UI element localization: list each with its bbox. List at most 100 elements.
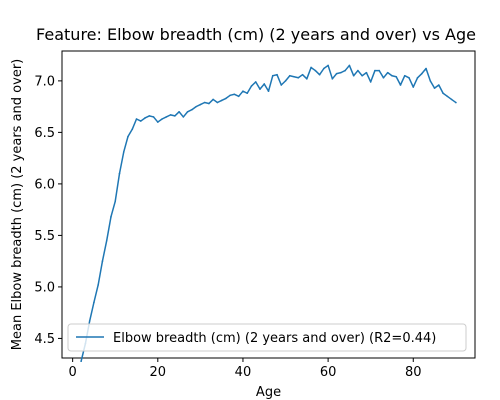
data-point	[429, 80, 432, 82]
data-point	[220, 99, 223, 102]
series-group	[80, 64, 457, 362]
data-point	[335, 72, 338, 75]
y-axis: 4.5 5.0 5.5 6.0 6.5 7.0	[34, 74, 62, 347]
data-point	[195, 105, 197, 108]
data-point	[386, 71, 389, 74]
data-point	[416, 76, 419, 79]
data-point	[152, 116, 155, 118]
data-point	[165, 116, 168, 118]
x-tick-label: 40	[235, 365, 252, 380]
data-point	[267, 90, 270, 92]
data-point	[306, 78, 308, 80]
data-point	[442, 92, 444, 95]
data-point	[271, 74, 274, 77]
data-point	[105, 239, 108, 242]
data-point	[101, 260, 104, 262]
data-point	[186, 110, 189, 113]
plot-area: 0 20 40 60 80 4.5 5.0 5.5 6.0 6.5 7.0	[34, 50, 476, 380]
data-point	[135, 118, 138, 120]
data-point	[191, 108, 193, 111]
data-point	[114, 200, 117, 203]
data-point	[122, 151, 125, 153]
data-point	[178, 110, 180, 113]
x-tick-label: 60	[320, 365, 337, 380]
data-point	[148, 115, 151, 117]
x-axis-label: Age	[256, 385, 281, 400]
data-point	[301, 73, 304, 76]
data-point	[331, 78, 334, 80]
y-axis-label: Mean Elbow breadth (cm) (2 years and ove…	[10, 59, 25, 350]
data-point	[438, 84, 440, 86]
data-point	[259, 88, 261, 90]
data-point	[263, 83, 266, 85]
data-point	[161, 118, 163, 120]
data-point	[357, 69, 359, 72]
x-tick-label: 0	[69, 365, 77, 380]
data-point	[208, 102, 210, 105]
data-point	[420, 72, 423, 75]
data-point	[110, 216, 112, 218]
data-point	[288, 74, 291, 77]
data-point	[446, 95, 449, 98]
data-point	[374, 69, 376, 72]
data-point	[174, 115, 176, 117]
data-point	[127, 135, 129, 138]
data-point	[399, 84, 402, 86]
y-tick-label: 7.0	[34, 74, 55, 89]
legend-label: Elbow breadth (cm) (2 years and over) (R…	[113, 331, 436, 346]
data-point	[131, 128, 134, 131]
data-point	[403, 74, 406, 77]
y-tick-label: 5.5	[34, 229, 55, 244]
data-point	[237, 95, 240, 98]
data-point	[365, 71, 368, 74]
data-point	[212, 98, 214, 101]
data-point	[242, 90, 244, 92]
data-point	[340, 71, 342, 74]
data-point	[297, 76, 300, 79]
data-point	[327, 64, 329, 67]
x-tick-label: 20	[150, 365, 167, 380]
data-point	[229, 94, 231, 97]
data-point	[378, 69, 381, 72]
data-point	[144, 117, 146, 119]
data-point	[450, 98, 453, 101]
legend-box	[67, 323, 467, 352]
data-point	[225, 97, 227, 100]
x-tick-label: 80	[405, 365, 422, 380]
data-point	[314, 69, 317, 72]
data-point	[352, 74, 355, 77]
data-point	[348, 64, 351, 67]
series-line	[80, 64, 457, 362]
data-point	[369, 81, 372, 83]
data-point	[280, 84, 283, 86]
data-point	[455, 101, 457, 104]
data-point	[233, 93, 236, 96]
plot-frame	[61, 50, 476, 359]
data-point	[139, 120, 142, 122]
data-point	[203, 101, 206, 104]
data-point	[88, 320, 91, 322]
data-point	[254, 81, 257, 83]
data-point	[80, 360, 82, 362]
data-point	[118, 172, 121, 175]
x-axis: 0 20 40 60 80	[69, 358, 422, 380]
data-point	[361, 74, 363, 77]
data-point	[433, 87, 436, 89]
data-point	[97, 284, 99, 286]
data-point	[246, 92, 249, 95]
chart-title: Feature: Elbow breadth (cm) (2 years and…	[36, 25, 476, 44]
data-point	[344, 69, 346, 72]
data-point	[408, 76, 410, 79]
data-point	[276, 73, 278, 76]
data-point	[250, 85, 253, 87]
data-point	[93, 301, 95, 304]
data-point	[216, 101, 219, 104]
data-point	[284, 80, 287, 82]
y-tick-label: 5.0	[34, 280, 55, 295]
y-tick-label: 6.0	[34, 177, 55, 192]
data-point	[182, 116, 185, 118]
data-point	[318, 73, 321, 76]
data-point	[169, 114, 172, 116]
data-point	[412, 86, 415, 88]
